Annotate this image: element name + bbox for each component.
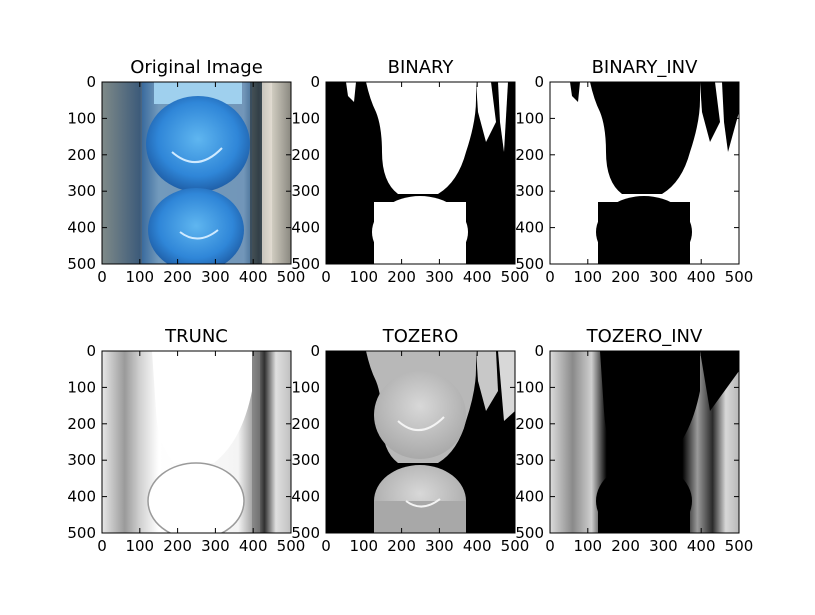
xtick-label-0-0: 0 [97, 268, 107, 286]
xtick-label-3-1: 100 [125, 537, 154, 555]
ytick-label-0-0: 0 [86, 73, 96, 91]
ytick-label-4-5: 500 [291, 524, 320, 542]
xtick-label-4-2: 200 [387, 537, 416, 555]
ytick-label-5-4: 400 [515, 488, 544, 506]
ytick-label-5-5: 500 [515, 524, 544, 542]
panel-frame-3 [101, 350, 292, 534]
ytick-label-2-4: 400 [515, 219, 544, 237]
xtick-label-2-4: 400 [687, 268, 716, 286]
xtick-label-1-5: 500 [501, 268, 530, 286]
panel-image-5 [550, 351, 739, 533]
xtick-label-3-5: 500 [277, 537, 306, 555]
ytick-label-5-2: 200 [515, 415, 544, 433]
ytick-label-2-5: 500 [515, 255, 544, 273]
ytick-label-1-5: 500 [291, 255, 320, 273]
xtick-label-3-0: 0 [97, 537, 107, 555]
ytick-label-3-2: 200 [67, 415, 96, 433]
ytick-label-5-3: 300 [515, 451, 544, 469]
xtick-label-0-2: 200 [163, 268, 192, 286]
ytick-label-1-1: 100 [291, 109, 320, 127]
panel-frame-1 [325, 81, 516, 265]
panel-frame-5 [549, 350, 740, 534]
xtick-label-5-0: 0 [545, 537, 555, 555]
xtick-label-0-5: 500 [277, 268, 306, 286]
xtick-label-0-3: 300 [201, 268, 230, 286]
xtick-label-1-3: 300 [425, 268, 454, 286]
panel-image-3 [102, 351, 291, 533]
ytick-label-0-2: 200 [67, 146, 96, 164]
ytick-label-1-0: 0 [310, 73, 320, 91]
ytick-label-0-3: 300 [67, 182, 96, 200]
xtick-label-3-3: 300 [201, 537, 230, 555]
ytick-label-4-1: 100 [291, 378, 320, 396]
ytick-label-3-0: 0 [86, 342, 96, 360]
xtick-label-2-5: 500 [725, 268, 754, 286]
ytick-label-3-5: 500 [67, 524, 96, 542]
ytick-label-1-4: 400 [291, 219, 320, 237]
xtick-label-2-1: 100 [573, 268, 602, 286]
ytick-label-3-1: 100 [67, 378, 96, 396]
xtick-label-2-0: 0 [545, 268, 555, 286]
xtick-label-4-5: 500 [501, 537, 530, 555]
panel-frame-0 [101, 81, 292, 265]
xtick-label-5-2: 200 [611, 537, 640, 555]
xtick-label-0-1: 100 [125, 268, 154, 286]
panel-title-5: TOZERO_INV [586, 326, 703, 347]
xtick-label-4-0: 0 [321, 537, 331, 555]
ytick-label-3-4: 400 [67, 488, 96, 506]
panel-title-4: TOZERO [382, 326, 459, 347]
ytick-label-5-1: 100 [515, 378, 544, 396]
xtick-label-3-4: 400 [239, 537, 268, 555]
ytick-label-4-2: 200 [291, 415, 320, 433]
panel-image-4 [326, 351, 515, 533]
ytick-label-2-2: 200 [515, 146, 544, 164]
panel-title-3: TRUNC [164, 326, 228, 347]
ytick-label-5-0: 0 [534, 342, 544, 360]
ytick-label-2-0: 0 [534, 73, 544, 91]
xtick-label-1-2: 200 [387, 268, 416, 286]
ytick-label-1-3: 300 [291, 182, 320, 200]
ytick-label-0-1: 100 [67, 109, 96, 127]
panel-image-2 [550, 82, 739, 264]
panel-image-0 [102, 82, 291, 264]
xtick-label-5-5: 500 [725, 537, 754, 555]
ytick-label-4-4: 400 [291, 488, 320, 506]
xtick-label-2-3: 300 [649, 268, 678, 286]
panel-title-1: BINARY [388, 57, 455, 78]
xtick-label-1-4: 400 [463, 268, 492, 286]
ytick-label-2-1: 100 [515, 109, 544, 127]
xtick-label-1-1: 100 [349, 268, 378, 286]
panel-image-1 [326, 82, 515, 264]
xtick-label-4-4: 400 [463, 537, 492, 555]
panel-frame-2 [549, 81, 740, 265]
xtick-label-5-4: 400 [687, 537, 716, 555]
ytick-label-0-5: 500 [67, 255, 96, 273]
ytick-label-4-3: 300 [291, 451, 320, 469]
xtick-label-5-1: 100 [573, 537, 602, 555]
ytick-label-1-2: 200 [291, 146, 320, 164]
panel-title-2: BINARY_INV [592, 57, 699, 78]
xtick-label-4-1: 100 [349, 537, 378, 555]
xtick-label-0-4: 400 [239, 268, 268, 286]
ytick-label-2-3: 300 [515, 182, 544, 200]
xtick-label-3-2: 200 [163, 537, 192, 555]
ytick-label-0-4: 400 [67, 219, 96, 237]
panel-frame-4 [325, 350, 516, 534]
ytick-label-3-3: 300 [67, 451, 96, 469]
ytick-label-4-0: 0 [310, 342, 320, 360]
xtick-label-2-2: 200 [611, 268, 640, 286]
xtick-label-4-3: 300 [425, 537, 454, 555]
panel-title-0: Original Image [130, 57, 263, 78]
xtick-label-5-3: 300 [649, 537, 678, 555]
xtick-label-1-0: 0 [321, 268, 331, 286]
